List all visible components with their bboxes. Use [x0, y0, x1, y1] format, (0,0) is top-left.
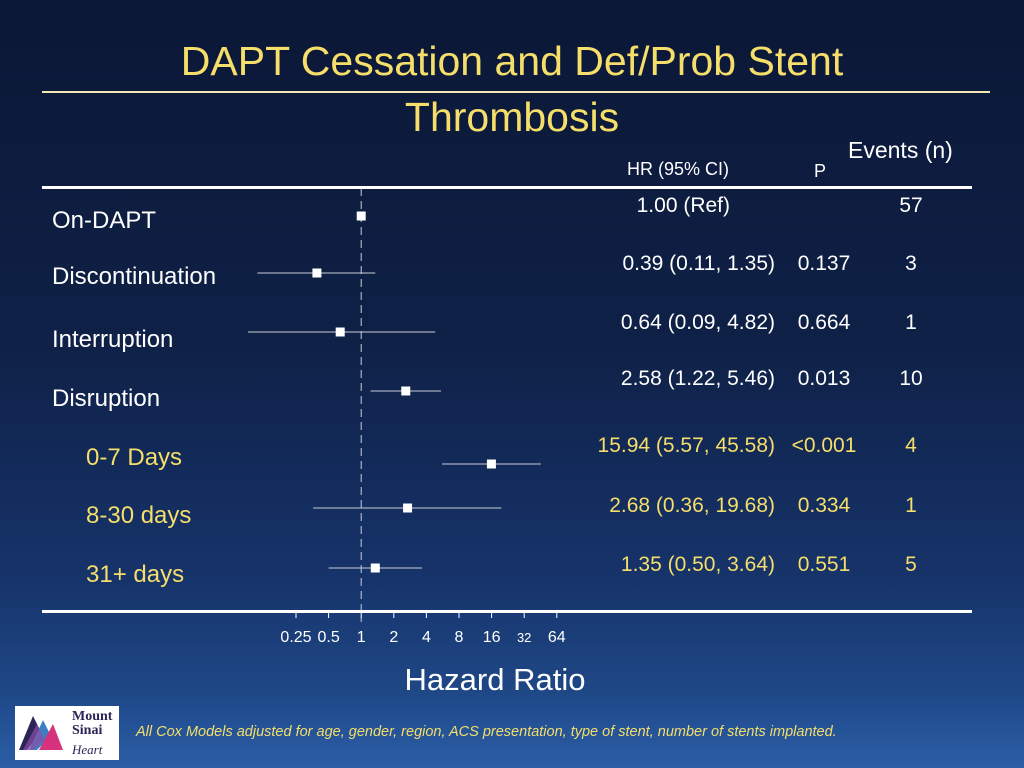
x-tick-label: 4 [422, 629, 431, 646]
logo-wordmark: Mount Sinai [72, 710, 112, 738]
row-p-value: 0.664 [797, 311, 851, 334]
row-events: 5 [905, 553, 917, 576]
x-tick-label: 64 [548, 629, 566, 646]
row-p-value: <0.001 [791, 434, 857, 457]
row-events: 1 [905, 494, 917, 517]
hr-point [356, 211, 366, 221]
row-label: On-DAPT [52, 207, 157, 234]
x-tick-label: 16 [483, 629, 501, 646]
header-p: P [814, 161, 827, 181]
hr-point [335, 327, 345, 337]
row-label: Interruption [52, 326, 174, 353]
hr-point [403, 503, 413, 513]
row-hr-ci: 0.39 (0.11, 1.35) [622, 252, 775, 275]
logo-line2: Sinai [72, 723, 103, 738]
table-bottom-rule [42, 610, 972, 613]
row-hr-ci: 1.00 (Ref) [636, 194, 730, 217]
row-label: Disruption [52, 385, 161, 412]
x-tick-label: 2 [389, 629, 398, 646]
row-events: 1 [905, 311, 917, 334]
row-events: 4 [905, 434, 917, 457]
slide-title-line1: DAPT Cessation and Def/Prob Stent [180, 38, 844, 84]
row-label: 8-30 days [86, 502, 192, 529]
row-hr-ci: 1.35 (0.50, 3.64) [620, 553, 775, 576]
header-events: Events (n) [848, 137, 953, 163]
x-tick-label: 8 [455, 629, 464, 646]
mount-sinai-heart-logo: Mount Sinai Heart [15, 706, 119, 760]
header-hr: HR (95% CI) [627, 159, 730, 179]
row-events: 3 [905, 252, 917, 275]
row-label: Discontinuation [52, 263, 217, 290]
footnote: All Cox Models adjusted for age, gender,… [136, 724, 837, 740]
hr-point [401, 386, 411, 396]
title-underline [42, 91, 990, 93]
row-p-value: 0.334 [797, 494, 851, 517]
x-tick-label: 0.5 [317, 629, 339, 646]
slide-title-line2: Thrombosis [404, 94, 620, 140]
logo-line1: Mount [72, 709, 113, 724]
logo-mark-icon [19, 716, 63, 750]
table-top-rule [42, 186, 972, 189]
row-label: 31+ days [86, 561, 185, 588]
row-label: 0-7 Days [86, 444, 183, 471]
x-tick-label: 0.25 [280, 629, 311, 646]
row-events: 57 [899, 194, 923, 217]
hr-point [486, 459, 496, 469]
x-tick-label: 1 [357, 629, 366, 646]
row-hr-ci: 15.94 (5.57, 45.58) [597, 434, 775, 457]
row-p-value: 0.013 [797, 367, 851, 390]
row-hr-ci: 2.58 (1.22, 5.46) [620, 367, 775, 390]
hr-point [312, 268, 322, 278]
row-p-value: 0.551 [797, 553, 851, 576]
logo-line3: Heart [72, 742, 103, 757]
hr-point [370, 563, 380, 573]
row-events: 10 [899, 367, 923, 390]
row-hr-ci: 2.68 (0.36, 19.68) [609, 494, 775, 517]
x-axis-title: Hazard Ratio [404, 662, 586, 697]
row-hr-ci: 0.64 (0.09, 4.82) [620, 311, 775, 334]
row-p-value: 0.137 [797, 252, 851, 275]
x-tick-label: 32 [517, 630, 531, 645]
footer-band [0, 700, 1024, 768]
